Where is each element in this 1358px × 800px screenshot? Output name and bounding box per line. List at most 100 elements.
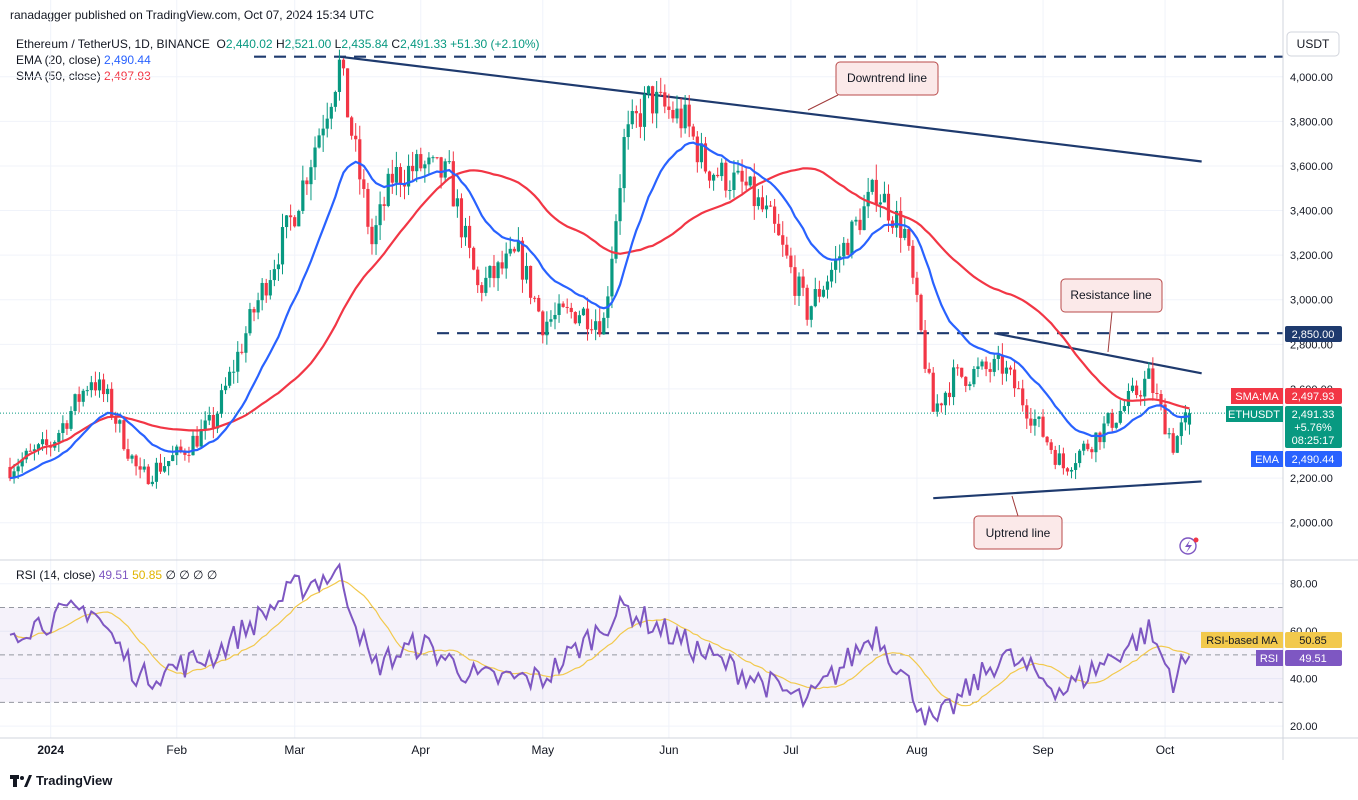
footer-brand[interactable]: TradingView [10,773,112,788]
close-value: 2,491.33 [400,37,447,51]
time-axis-label: Aug [906,743,927,757]
downtrend-label: Downtrend line [847,71,927,85]
time-axis-label: 2024 [37,743,64,757]
candle-body [858,219,862,231]
candle-body [581,308,586,316]
candle-body [130,455,134,459]
price-tick-label: 2,000.00 [1290,518,1333,530]
time-axis-label: Feb [166,743,187,757]
candle-body [1086,443,1090,450]
candle-body [370,226,374,245]
candle-body [1061,453,1065,469]
candle-body [435,157,439,159]
uptrend-label: Uptrend line [986,526,1051,540]
candle-body [211,414,215,429]
candle-body [870,179,874,192]
candle-body [341,59,346,69]
svg-text:2,497.93: 2,497.93 [1292,391,1335,403]
candle-body [663,92,667,107]
candle-body [976,366,980,369]
candle-body [781,235,785,245]
rsi-badge[interactable]: RSI 49.51 [1256,650,1342,666]
rsi-tick-label: 20.00 [1290,721,1318,733]
candle-body [968,384,972,386]
candle-body [602,317,606,335]
candle-body [398,167,403,185]
candle-body [626,124,630,138]
candle-body [427,157,431,165]
candle-body [541,311,545,336]
currency-button[interactable]: USDT [1286,31,1340,57]
candle-body [142,466,146,470]
candle-body [951,367,956,398]
candle-body [1017,388,1021,390]
candle-body [642,94,647,127]
candle-body [813,289,817,307]
time-axis-label: Apr [411,743,430,757]
candle-body [1122,406,1126,411]
candle-body [162,466,167,472]
candle-body [886,193,891,221]
rsi-legend[interactable]: RSI (14, close) 49.51 50.85 ∅ ∅ ∅ ∅ [16,568,218,582]
candle-body [911,245,915,278]
candle-body [1155,393,1159,395]
symbol-name[interactable]: Ethereum / TetherUS, 1D, BINANCE [16,37,210,51]
candle-body [589,329,594,331]
candle-body [947,392,952,398]
price-tick-label: 3,200.00 [1290,250,1333,262]
candle-body [110,388,114,417]
candles[interactable] [8,49,1192,489]
sma-legend-value: 2,497.93 [104,69,151,83]
candle-body [232,371,236,373]
lightning-icon[interactable] [1179,537,1199,555]
candle-body [691,126,695,137]
candle-body [699,143,704,163]
resistance-callout[interactable]: Resistance line [1060,278,1163,353]
candle-body [520,240,525,280]
candle-body [569,307,573,313]
candle-body [272,269,276,281]
ema-badge[interactable]: EMA 2,490.44 [1251,451,1342,467]
candle-body [516,240,520,252]
candle-body [895,210,899,228]
candle-body [496,262,500,279]
rsi-ma-badge[interactable]: RSI-based MA 50.85 [1201,632,1342,648]
candle-body [146,466,150,485]
candle-body [333,91,337,107]
uptrend-callout[interactable]: Uptrend line [973,495,1063,550]
candle-body [81,390,85,402]
time-axis[interactable]: 2024 Feb Mar Apr May Jun Jul Aug Sep Oct [37,743,1175,757]
sma-badge[interactable]: SMA:MA 2,497.93 [1231,388,1342,404]
rsi-ma-legend-value: 50.85 [132,568,163,582]
candle-body [476,269,480,286]
candle-body [736,170,740,173]
candle-body [679,108,683,129]
ema-legend-row[interactable]: EMA (20, close) 2,490.44 [16,53,151,67]
candle-body [415,154,419,172]
candle-body [431,157,435,159]
candle-body [215,413,220,429]
candle-body [179,446,183,451]
svg-text:RSI-based MA: RSI-based MA [1206,635,1278,647]
candle-body [268,280,272,296]
last-price-badge[interactable]: ETHUSDT 2,491.33 +5.76% 08:25:17 [1226,406,1342,448]
downtrend-callout[interactable]: Downtrend line [807,61,939,111]
candle-body [280,227,285,265]
candle-body [533,297,537,299]
candle-body [1187,413,1192,425]
level-badge[interactable]: 2,850.00 [1285,326,1342,342]
candle-body [118,420,122,424]
candle-body [573,312,577,324]
candle-body [1102,423,1106,443]
sma-legend-row[interactable]: SMA (50, close) 2,497.93 [16,69,151,83]
candle-body [297,210,301,227]
candle-body [1045,436,1049,443]
price-tick-label: 3,800.00 [1290,116,1333,128]
time-axis-label: Jun [659,743,678,757]
candle-body [785,244,789,256]
candle-body [825,281,830,290]
candle-body [260,282,264,301]
candle-body [614,221,618,259]
price-axis[interactable]: 4,000.00 3,800.00 3,600.00 3,400.00 3,200.00… [1290,72,1333,530]
